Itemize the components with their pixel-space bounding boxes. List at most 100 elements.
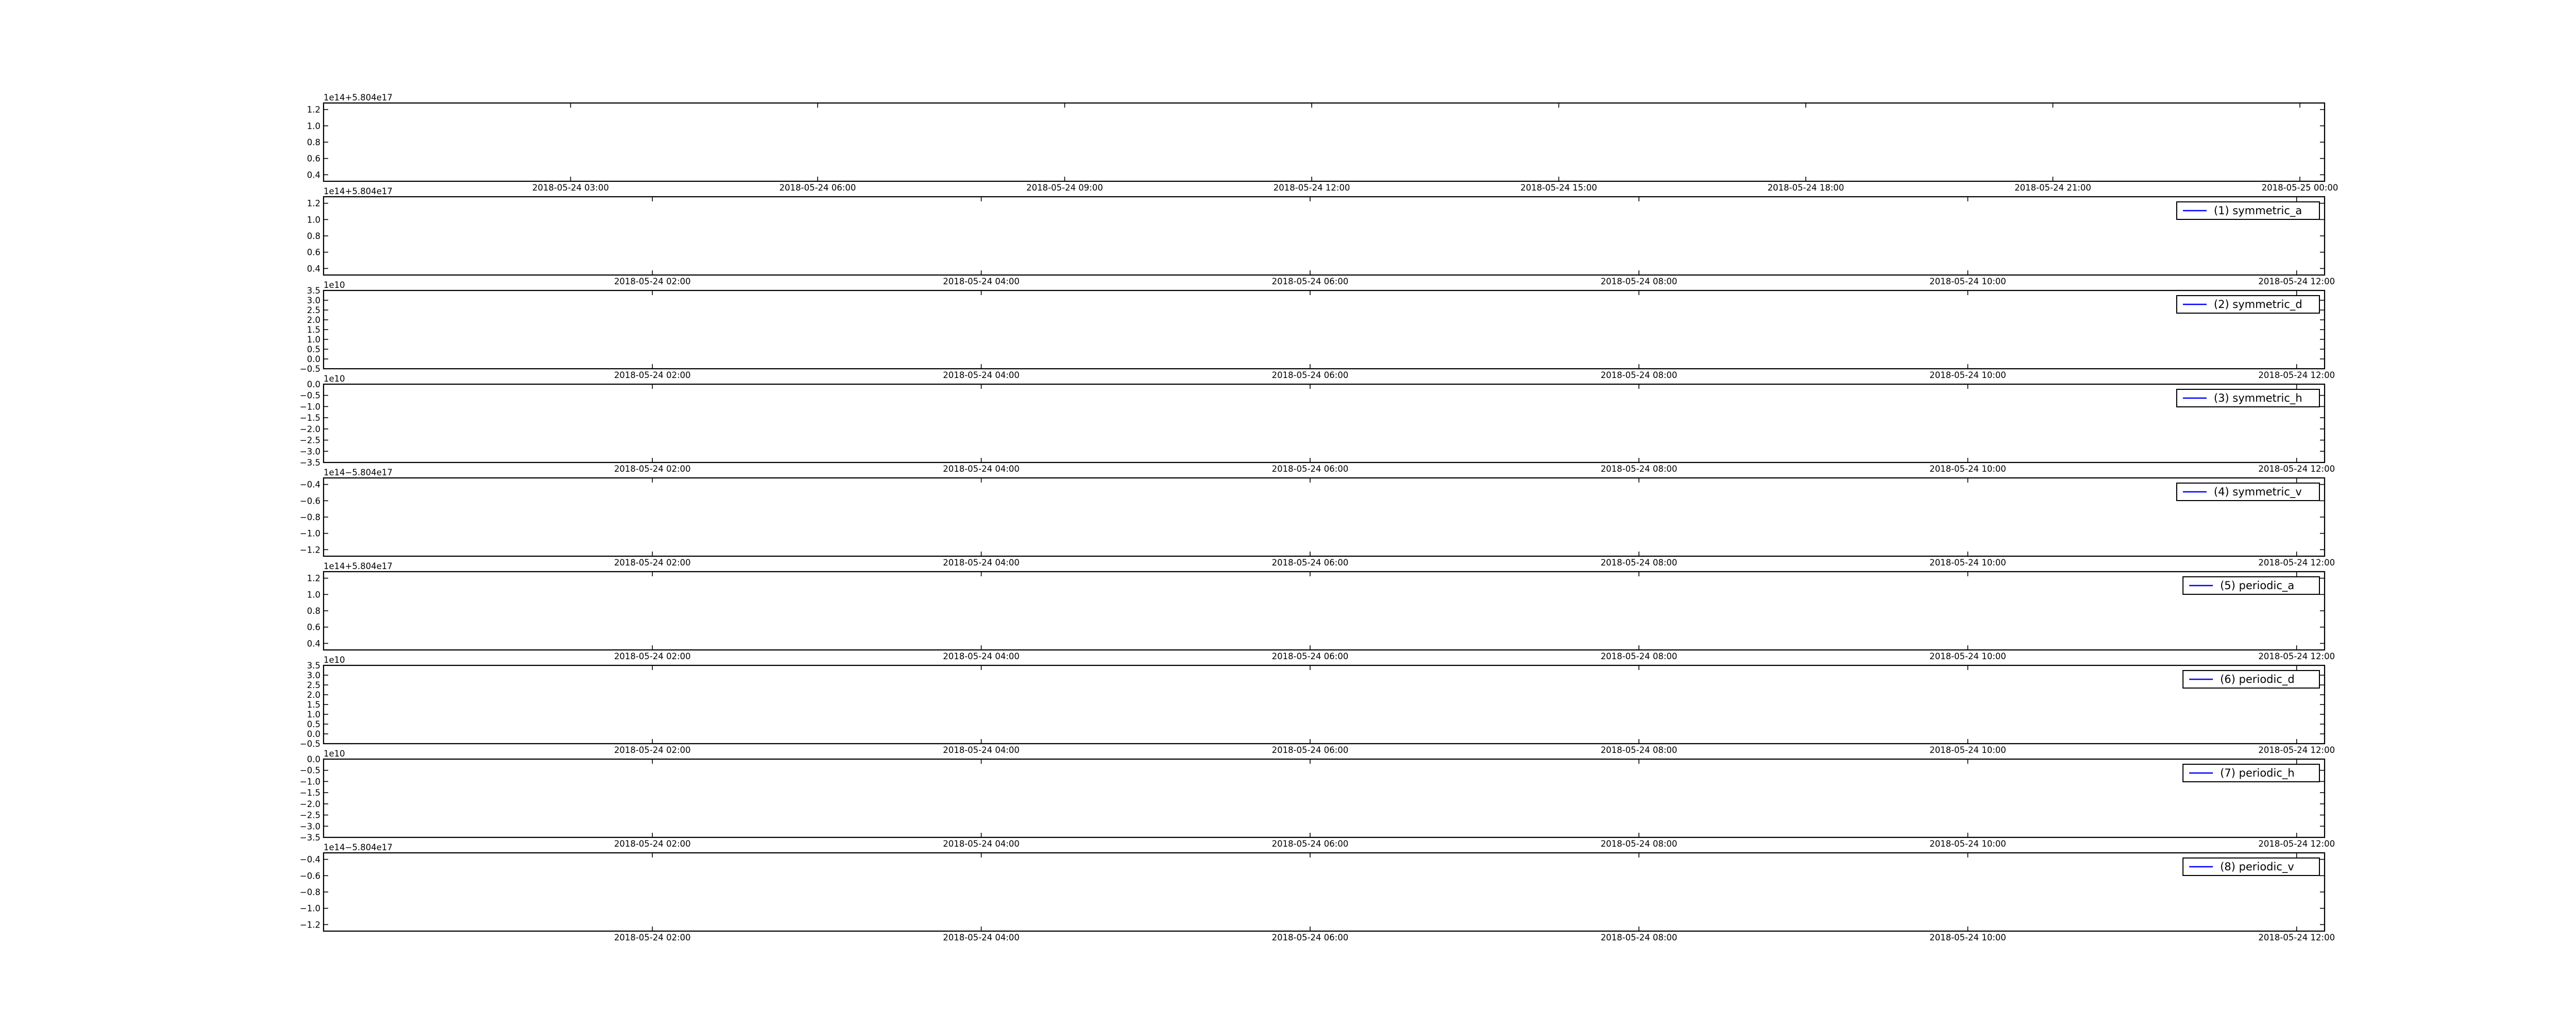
legend: (5) periodic_a bbox=[2182, 576, 2320, 595]
legend: (3) symmetric_h bbox=[2176, 389, 2320, 407]
x-tick-label: 2018-05-25 00:00 bbox=[2262, 183, 2338, 193]
y-tick-label: 0.0 bbox=[307, 380, 320, 389]
axes-frame bbox=[323, 383, 2326, 464]
y-tick-label: 0.5 bbox=[307, 345, 320, 354]
x-tick-label: 2018-05-24 08:00 bbox=[1601, 370, 1677, 380]
subplot-4: −1.2 −1.0 −0.8 −0.6 −0.4 2018-05-24 02:00 2018… bbox=[300, 468, 2335, 568]
x-tick-label: 2018-05-24 10:00 bbox=[1929, 933, 2006, 942]
legend-label: (5) periodic_a bbox=[2220, 579, 2294, 592]
x-tick-label: 2018-05-24 08:00 bbox=[1601, 933, 1677, 942]
x-tick-label: 2018-05-24 10:00 bbox=[1929, 745, 2006, 755]
legend-box bbox=[2176, 389, 2320, 407]
legend: (2) symmetric_d bbox=[2176, 295, 2320, 314]
y-tick-label: 0.6 bbox=[307, 623, 320, 632]
y-tick-label: 1.0 bbox=[307, 335, 320, 345]
y-tick-label: 3.0 bbox=[307, 296, 320, 305]
y-tick-label: 1.0 bbox=[307, 710, 320, 719]
x-tick-label: 2018-05-24 02:00 bbox=[614, 558, 691, 568]
y-tick-label: −0.5 bbox=[300, 766, 320, 776]
y-tick-label: 1.5 bbox=[307, 700, 320, 710]
x-tick-label: 2018-05-24 02:00 bbox=[614, 277, 691, 286]
legend-label: (8) periodic_v bbox=[2220, 861, 2294, 873]
x-tick-label: 2018-05-24 10:00 bbox=[1929, 651, 2006, 661]
y-tick-label: −2.0 bbox=[300, 424, 320, 434]
x-tick-label: 2018-05-24 04:00 bbox=[943, 839, 1020, 849]
axis-offset-text: 1e14+5.804e17 bbox=[324, 561, 393, 571]
axis-offset-text: 1e10 bbox=[324, 749, 345, 759]
x-tick-label: 2018-05-24 15:00 bbox=[1520, 183, 1597, 193]
x-tick-label: 2018-05-24 02:00 bbox=[614, 651, 691, 661]
y-tick-label: 1.0 bbox=[307, 215, 320, 225]
axes-frame bbox=[323, 289, 2326, 370]
legend-label: (6) periodic_d bbox=[2220, 673, 2295, 686]
axes-frame bbox=[323, 477, 2326, 557]
x-tick-label: 2018-05-24 02:00 bbox=[614, 464, 691, 474]
subplot-1: 0.4 0.6 0.8 1.0 1.2 2018-05-24 02:00 2018-05-2… bbox=[307, 186, 2335, 286]
x-tick-label: 2018-05-24 06:00 bbox=[1272, 370, 1349, 380]
subplot-8: −1.2 −1.0 −0.8 −0.6 −0.4 2018-05-24 02:00 2018… bbox=[300, 843, 2335, 942]
y-tick-label: −2.0 bbox=[300, 799, 320, 809]
x-tick-label: 2018-05-24 06:00 bbox=[779, 183, 856, 193]
y-tick-label: 0.0 bbox=[307, 754, 320, 764]
x-tick-label: 2018-05-24 04:00 bbox=[943, 651, 1020, 661]
x-tick-label: 2018-05-24 06:00 bbox=[1272, 839, 1349, 849]
subplot-7: −3.5 −3.0−2.5 −2.0−1.5 −1.0−0.5 0.0 2018-05-2… bbox=[300, 749, 2335, 849]
x-tick-label: 2018-05-24 10:00 bbox=[1929, 839, 2006, 849]
subplot-2: −0.50.00.51.01.52.02.53.03.5 2018-05-24 0… bbox=[300, 280, 2335, 380]
y-tick-label: 0.4 bbox=[307, 639, 320, 648]
y-tick-label: 0.6 bbox=[307, 248, 320, 258]
y-tick-label: −1.2 bbox=[300, 920, 320, 930]
y-tick-label: 1.0 bbox=[307, 590, 320, 599]
x-tick-label: 2018-05-24 09:00 bbox=[1026, 183, 1103, 193]
y-tick-label: 1.2 bbox=[307, 105, 320, 115]
x-tick-label: 2018-05-24 12:00 bbox=[2258, 370, 2335, 380]
y-tick-label: 2.0 bbox=[307, 690, 320, 700]
y-tick-label: 0.6 bbox=[307, 154, 320, 164]
x-tick-label: 2018-05-24 02:00 bbox=[614, 745, 691, 755]
y-tick-label: −2.5 bbox=[300, 811, 320, 820]
y-tick-label: −1.5 bbox=[300, 788, 320, 798]
x-tick-label: 2018-05-24 02:00 bbox=[614, 933, 691, 942]
x-tick-label: 2018-05-24 02:00 bbox=[614, 839, 691, 849]
x-tick-label: 2018-05-24 03:00 bbox=[532, 183, 609, 193]
subplot-0: 0.4 0.6 0.8 1.0 1.2 2018-05-24 03:00 2018-05-2… bbox=[307, 93, 2338, 193]
y-tick-label: 0.0 bbox=[307, 729, 320, 739]
x-tick-label: 2018-05-24 06:00 bbox=[1272, 464, 1349, 474]
axis-offset-text: 1e10 bbox=[324, 280, 345, 290]
subplot-5: 0.4 0.6 0.8 1.0 1.2 2018-05-24 02:00 2018-05-2… bbox=[307, 561, 2335, 661]
y-tick-label: 3.5 bbox=[307, 661, 320, 671]
y-tick-label: −0.4 bbox=[300, 480, 320, 490]
x-tick-label: 2018-05-24 06:00 bbox=[1272, 745, 1349, 755]
legend-label: (1) symmetric_a bbox=[2214, 204, 2302, 217]
x-tick-label: 2018-05-24 04:00 bbox=[943, 464, 1020, 474]
legend-label: (4) symmetric_v bbox=[2214, 486, 2302, 499]
x-tick-label: 2018-05-24 10:00 bbox=[1929, 370, 2006, 380]
y-tick-label: −3.0 bbox=[300, 447, 320, 456]
subplot-3: −3.5 −3.0 −2.5 −2.0−1.5 −1.0−0.5 0.0 2018-05-2… bbox=[300, 374, 2335, 474]
y-tick-label: 0.8 bbox=[307, 138, 320, 147]
legend: (8) periodic_v bbox=[2182, 857, 2320, 876]
y-tick-label: −0.5 bbox=[300, 739, 320, 749]
y-tick-label: 3.5 bbox=[307, 286, 320, 296]
y-tick-label: 0.8 bbox=[307, 606, 320, 616]
y-tick-label: −0.4 bbox=[300, 855, 320, 865]
y-tick-label: −3.5 bbox=[300, 458, 320, 468]
y-tick-label: −0.6 bbox=[300, 871, 320, 881]
x-tick-label: 2018-05-24 04:00 bbox=[943, 745, 1020, 755]
y-tick-label: −0.8 bbox=[300, 887, 320, 897]
x-tick-label: 2018-05-24 10:00 bbox=[1929, 277, 2006, 286]
y-tick-label: 2.0 bbox=[307, 315, 320, 325]
axes-frame bbox=[323, 102, 2326, 182]
x-tick-label: 2018-05-24 04:00 bbox=[943, 277, 1020, 286]
y-tick-label: −0.5 bbox=[300, 364, 320, 374]
y-tick-label: 2.5 bbox=[307, 305, 320, 315]
x-tick-label: 2018-05-24 12:00 bbox=[2258, 745, 2335, 755]
x-tick-label: 2018-05-24 08:00 bbox=[1601, 651, 1677, 661]
y-tick-label: −3.5 bbox=[300, 833, 320, 843]
x-tick-label: 2018-05-24 12:00 bbox=[2258, 933, 2335, 942]
x-tick-label: 2018-05-24 12:00 bbox=[2258, 558, 2335, 568]
y-tick-label: 1.2 bbox=[307, 574, 320, 583]
axes-frame bbox=[323, 758, 2326, 838]
x-tick-label: 2018-05-24 08:00 bbox=[1601, 558, 1677, 568]
